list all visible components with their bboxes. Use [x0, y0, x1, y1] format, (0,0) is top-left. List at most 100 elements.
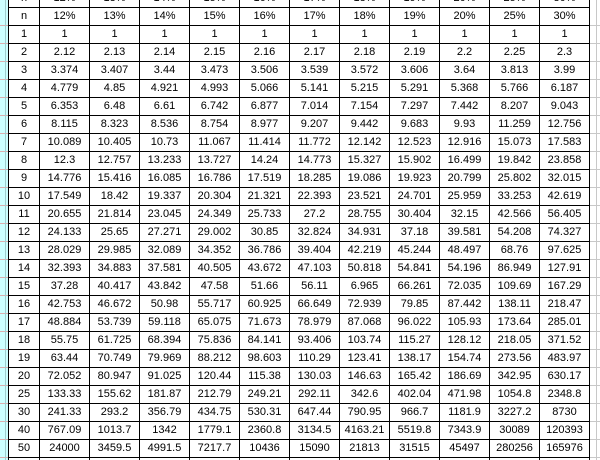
factor-cell[interactable]: 3459.5 [89, 439, 140, 458]
factor-cell[interactable]: 3.539 [289, 61, 340, 80]
factor-cell[interactable]: 96.022 [389, 313, 440, 332]
factor-cell[interactable]: 9.442 [339, 115, 390, 134]
row-label-n[interactable]: 2 [8, 43, 40, 62]
row-label-n[interactable]: 3 [8, 61, 40, 80]
factor-cell[interactable]: 23.045 [139, 205, 190, 224]
factor-cell[interactable]: 1 [339, 25, 390, 44]
factor-cell[interactable]: 98.603 [239, 349, 290, 368]
factor-cell[interactable]: 5.291 [389, 79, 440, 98]
factor-cell[interactable]: 42.566 [489, 205, 540, 224]
factor-cell[interactable]: 8.207 [489, 97, 540, 116]
factor-cell[interactable]: 11.414 [239, 133, 290, 152]
factor-cell[interactable]: 39.581 [439, 223, 490, 242]
factor-cell[interactable]: 54.841 [389, 259, 440, 278]
factor-cell[interactable]: 2.15 [189, 43, 240, 62]
factor-cell[interactable]: 42.619 [539, 187, 590, 206]
factor-cell[interactable]: 109.69 [489, 277, 540, 296]
factor-cell[interactable]: 7217.7 [189, 439, 240, 458]
factor-cell[interactable]: 2.17 [289, 43, 340, 62]
column-header-19pct[interactable]: 19% [389, 7, 440, 26]
factor-cell[interactable]: 5.368 [439, 79, 490, 98]
factor-cell[interactable]: 10.405 [89, 133, 140, 152]
factor-cell[interactable]: 71.673 [239, 313, 290, 332]
factor-cell[interactable]: 285.01 [539, 313, 590, 332]
factor-cell[interactable]: 16.499 [439, 151, 490, 170]
factor-cell[interactable]: 27.2 [289, 205, 340, 224]
row-label-n[interactable]: 7 [8, 133, 40, 152]
factor-cell[interactable]: 17.549 [39, 187, 90, 206]
row-label-n[interactable]: 25 [8, 385, 40, 404]
factor-cell[interactable]: 56.405 [539, 205, 590, 224]
factor-cell[interactable]: 2.16 [239, 43, 290, 62]
factor-cell[interactable]: 3.374 [39, 61, 90, 80]
factor-cell[interactable]: 1 [89, 25, 140, 44]
factor-cell[interactable]: 16.085 [139, 169, 190, 188]
factor-cell[interactable]: 19.086 [339, 169, 390, 188]
factor-cell[interactable]: 18.42 [89, 187, 140, 206]
factor-cell[interactable]: 60.925 [239, 295, 290, 314]
factor-cell[interactable]: 54.208 [489, 223, 540, 242]
row-label-n[interactable]: 18 [8, 331, 40, 350]
factor-cell[interactable]: 9.683 [389, 115, 440, 134]
corner-header-n[interactable]: n [8, 7, 40, 26]
factor-cell[interactable]: 36.786 [239, 241, 290, 260]
factor-cell[interactable]: 72.939 [339, 295, 390, 314]
factor-cell[interactable]: 8.754 [189, 115, 240, 134]
factor-cell[interactable]: 54.196 [439, 259, 490, 278]
factor-cell[interactable]: 29.985 [89, 241, 140, 260]
factor-cell[interactable]: 7.014 [289, 97, 340, 116]
factor-cell[interactable]: 24.133 [39, 223, 90, 242]
factor-cell[interactable]: 17.519 [239, 169, 290, 188]
column-header-12pct[interactable]: 12% [39, 7, 90, 26]
factor-cell[interactable]: 32.15 [439, 205, 490, 224]
factor-cell[interactable]: 10.089 [39, 133, 90, 152]
factor-cell[interactable]: 50.98 [139, 295, 190, 314]
factor-cell[interactable]: 30.85 [239, 223, 290, 242]
factor-cell[interactable]: 17.583 [539, 133, 590, 152]
factor-cell[interactable]: 1013.7 [89, 421, 140, 440]
factor-cell[interactable]: 19.923 [389, 169, 440, 188]
factor-cell[interactable]: 6.877 [239, 97, 290, 116]
factor-cell[interactable]: 13.727 [189, 151, 240, 170]
factor-cell[interactable]: 55.75 [39, 331, 90, 350]
factor-cell[interactable]: 15090 [289, 439, 340, 458]
factor-cell[interactable]: 8.115 [39, 115, 90, 134]
factor-cell[interactable]: 3227.2 [489, 403, 540, 422]
factor-cell[interactable]: 218.05 [489, 331, 540, 350]
factor-cell[interactable]: 342.6 [339, 385, 390, 404]
factor-cell[interactable]: 3.606 [389, 61, 440, 80]
row-label-n[interactable]: 30 [8, 403, 40, 422]
factor-cell[interactable]: 110.29 [289, 349, 340, 368]
factor-cell[interactable]: 6.353 [39, 97, 90, 116]
factor-cell[interactable]: 25.65 [89, 223, 140, 242]
factor-cell[interactable]: 120393 [539, 421, 590, 440]
factor-cell[interactable]: 66.649 [289, 295, 340, 314]
factor-cell[interactable]: 32.824 [289, 223, 340, 242]
factor-cell[interactable]: 10.73 [139, 133, 190, 152]
factor-cell[interactable]: 40.417 [89, 277, 140, 296]
factor-cell[interactable]: 28.029 [39, 241, 90, 260]
factor-cell[interactable]: 371.52 [539, 331, 590, 350]
factor-cell[interactable]: 9.043 [539, 97, 590, 116]
factor-cell[interactable]: 12.916 [439, 133, 490, 152]
factor-cell[interactable]: 87.442 [439, 295, 490, 314]
factor-cell[interactable]: 3134.5 [289, 421, 340, 440]
column-header-20pct[interactable]: 20% [439, 7, 490, 26]
row-label-n[interactable]: 13 [8, 241, 40, 260]
factor-cell[interactable]: 1054.8 [489, 385, 540, 404]
factor-cell[interactable]: 1181.9 [439, 403, 490, 422]
factor-cell[interactable]: 5.141 [289, 79, 340, 98]
factor-cell[interactable]: 630.17 [539, 367, 590, 386]
factor-cell[interactable]: 93.406 [289, 331, 340, 350]
factor-cell[interactable]: 33.253 [489, 187, 540, 206]
row-label-n[interactable]: 1 [8, 25, 40, 44]
factor-cell[interactable]: 21.814 [89, 205, 140, 224]
factor-cell[interactable]: 6.187 [539, 79, 590, 98]
factor-cell[interactable]: 28.755 [339, 205, 390, 224]
factor-cell[interactable]: 212.79 [189, 385, 240, 404]
factor-cell[interactable]: 23.858 [539, 151, 590, 170]
factor-cell[interactable]: 130.03 [289, 367, 340, 386]
factor-cell[interactable]: 79.969 [139, 349, 190, 368]
column-header-16pct[interactable]: 16% [239, 7, 290, 26]
factor-cell[interactable]: 4.993 [189, 79, 240, 98]
